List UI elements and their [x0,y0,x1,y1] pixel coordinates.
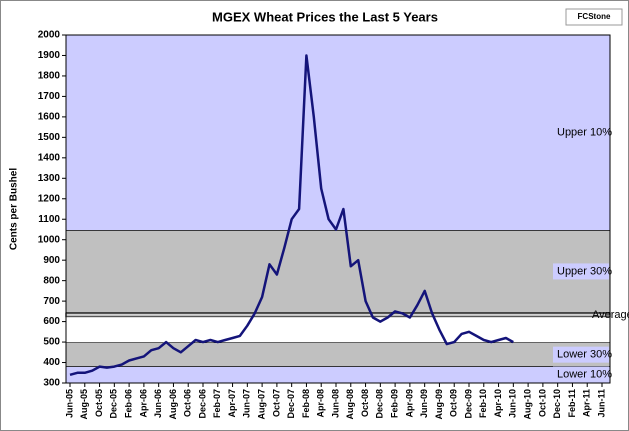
y-tick-label: 700 [43,296,60,307]
y-tick-label: 400 [43,357,60,368]
y-tick-label: 300 [43,378,60,389]
x-tick-label: Apr-08 [316,389,326,418]
y-tick-label: 1700 [38,91,61,102]
plot-border [65,34,611,384]
price-line [69,54,514,377]
x-tick-label: Jun-06 [153,389,163,418]
x-tick-label: Dec-06 [197,389,207,419]
x-tick-label: Oct-05 [94,389,104,417]
y-tick-label: 1400 [38,152,61,163]
x-tick-label: Feb-08 [301,389,311,418]
logo: FCStone [578,12,611,21]
x-tick-label: Dec-08 [375,389,385,419]
x-tick-label: Apr-07 [227,389,237,418]
x-tick-label: Jun-09 [419,389,429,418]
x-tick-label: Dec-07 [286,389,296,419]
y-axis-label: Cents per Bushel [9,168,20,250]
y-tick-label: 1100 [38,214,60,225]
x-tick-label: Aug-08 [345,389,355,420]
x-tick-label: Oct-07 [271,389,281,417]
band [65,230,611,313]
x-tick-label: Dec-09 [463,389,473,419]
logo-box [565,8,623,26]
band-label-box [553,263,609,280]
band-label: Lower 30% [557,349,612,361]
band [65,34,611,231]
y-tick-label: 1200 [38,193,61,204]
x-tick-label: Aug-07 [256,389,266,420]
band-label-box [553,346,609,363]
y-tick-label: 1600 [38,112,61,123]
y-tick-label: 1900 [38,50,61,61]
band-label: Upper 30% [557,265,612,277]
x-tick-label: Aug-05 [79,389,89,420]
x-tick-label: Feb-06 [123,389,133,418]
x-tick-label: Aug-09 [434,389,444,420]
x-tick-label: Jun-05 [64,389,74,418]
y-tick-label: 800 [43,275,60,286]
y-tick-label: 2000 [38,30,61,41]
x-tick-label: Aug-06 [168,389,178,420]
x-tick-label: Jun-11 [596,389,606,418]
band [65,312,611,318]
chart-title: MGEX Wheat Prices the Last 5 Years [212,9,438,24]
x-tick-label: Dec-05 [109,389,119,419]
band-label-box [553,124,609,141]
x-tick-label: Oct-06 [183,389,193,417]
x-tick-label: Feb-11 [567,389,577,418]
x-tick-label: Feb-09 [389,389,399,418]
x-tick-label: Jun-10 [508,389,518,418]
x-tick-label: Oct-08 [360,389,370,417]
band-label-box [553,366,609,383]
x-tick-label: Jun-07 [242,389,252,418]
x-tick-label: Apr-10 [493,389,503,418]
band [65,366,611,384]
x-tick-label: Apr-11 [582,389,592,417]
x-tick-label: Feb-10 [478,389,488,418]
band-label: Upper 10% [557,127,612,139]
band-label: Lower 10% [557,369,612,381]
x-tick-label: Oct-09 [449,389,459,417]
y-tick-label: 1800 [38,71,61,82]
y-tick-label: 1000 [38,234,61,245]
x-tick-label: Oct-10 [537,389,547,417]
x-tick-label: Dec-10 [552,389,562,419]
y-tick-label: 900 [43,255,60,266]
y-tick-label: 1500 [38,132,61,143]
x-tick-label: Aug-10 [522,389,532,420]
x-tick-label: Jun-08 [330,389,340,418]
y-tick-label: 500 [43,337,60,348]
x-tick-label: Feb-07 [212,389,222,418]
y-tick-label: 1300 [38,173,61,184]
x-tick-label: Apr-09 [404,389,414,418]
x-tick-label: Apr-06 [138,389,148,418]
y-tick-label: 600 [43,316,60,327]
